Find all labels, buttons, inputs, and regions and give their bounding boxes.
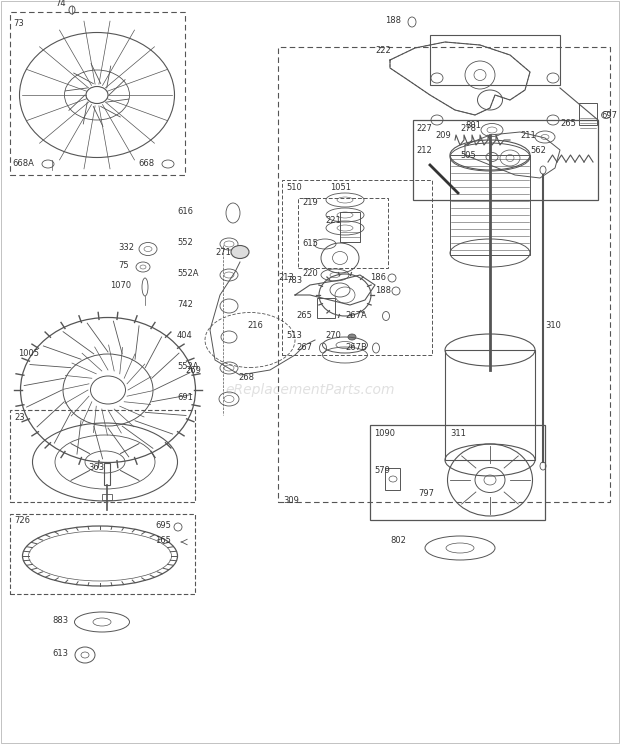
Text: 726: 726 — [14, 516, 30, 525]
Bar — [450, 155, 530, 255]
Ellipse shape — [231, 246, 249, 258]
Text: 227: 227 — [416, 124, 432, 133]
Text: 1070: 1070 — [110, 281, 131, 290]
Text: 270: 270 — [325, 331, 341, 340]
Text: 311: 311 — [450, 429, 466, 438]
Text: 216: 216 — [247, 321, 263, 330]
Text: 404: 404 — [177, 331, 193, 340]
Bar — [282, 180, 432, 355]
Text: 695: 695 — [155, 521, 171, 530]
Text: 212: 212 — [416, 146, 432, 155]
Text: 211: 211 — [520, 131, 536, 140]
Text: 613: 613 — [52, 649, 68, 658]
Text: 615: 615 — [302, 239, 318, 248]
Bar — [340, 212, 360, 242]
Text: 209: 209 — [435, 131, 451, 140]
Text: 883: 883 — [52, 616, 68, 625]
Text: 271: 271 — [215, 248, 231, 257]
Text: eReplacementParts.com: eReplacementParts.com — [225, 383, 395, 397]
Text: 23: 23 — [14, 413, 25, 422]
Bar — [385, 468, 400, 490]
Text: 188: 188 — [375, 286, 391, 295]
Bar — [102, 494, 112, 500]
Text: 579: 579 — [374, 466, 390, 475]
Text: 267B: 267B — [345, 343, 367, 352]
Bar — [10, 12, 185, 175]
Text: 186: 186 — [370, 273, 386, 282]
Text: 74: 74 — [55, 0, 66, 8]
Text: 742: 742 — [177, 300, 193, 309]
Text: 332: 332 — [118, 243, 134, 252]
Text: 222: 222 — [375, 46, 391, 55]
Text: 562: 562 — [530, 146, 546, 155]
Bar — [278, 47, 610, 502]
Text: 616: 616 — [177, 207, 193, 216]
Text: 783: 783 — [286, 276, 302, 285]
Bar — [445, 350, 535, 460]
Text: 1051: 1051 — [330, 183, 351, 192]
Text: 505: 505 — [460, 151, 476, 160]
Text: 1090: 1090 — [374, 429, 395, 438]
Text: 278: 278 — [460, 124, 476, 133]
Text: 552A: 552A — [177, 362, 198, 371]
Text: 188: 188 — [385, 16, 401, 25]
Text: 552A: 552A — [177, 269, 198, 278]
Bar — [104, 463, 110, 485]
Bar — [10, 514, 195, 594]
Text: 213: 213 — [278, 273, 294, 282]
Text: 265: 265 — [560, 119, 576, 128]
Text: 75: 75 — [118, 261, 128, 270]
Text: 220: 220 — [302, 269, 317, 278]
Text: 219: 219 — [302, 198, 317, 207]
Text: 265: 265 — [296, 311, 312, 320]
Bar — [370, 425, 545, 520]
Bar — [579, 103, 597, 125]
Ellipse shape — [348, 334, 356, 340]
Bar — [298, 198, 388, 268]
Text: 510: 510 — [286, 183, 302, 192]
Text: 73: 73 — [13, 19, 24, 28]
Bar — [10, 410, 195, 502]
Text: 267: 267 — [296, 343, 312, 352]
Text: 691: 691 — [177, 393, 193, 402]
Text: 1005: 1005 — [18, 349, 39, 358]
Bar — [413, 120, 598, 200]
Text: 697: 697 — [601, 111, 617, 120]
Text: 221: 221 — [325, 216, 341, 225]
Text: 668: 668 — [138, 159, 154, 168]
Text: 165: 165 — [155, 536, 171, 545]
Text: 310: 310 — [545, 321, 561, 330]
Text: 552: 552 — [177, 238, 193, 247]
Text: 267A: 267A — [345, 311, 367, 320]
Text: 269: 269 — [185, 366, 201, 375]
Text: 801: 801 — [465, 121, 481, 130]
Text: 363: 363 — [88, 463, 104, 472]
Bar — [317, 298, 335, 318]
Text: 513: 513 — [286, 331, 302, 340]
Text: 268: 268 — [238, 373, 254, 382]
Bar — [430, 35, 560, 85]
Text: 309: 309 — [283, 496, 299, 505]
Text: 668A: 668A — [12, 159, 34, 168]
Text: 802: 802 — [390, 536, 406, 545]
Text: 797: 797 — [418, 489, 434, 498]
